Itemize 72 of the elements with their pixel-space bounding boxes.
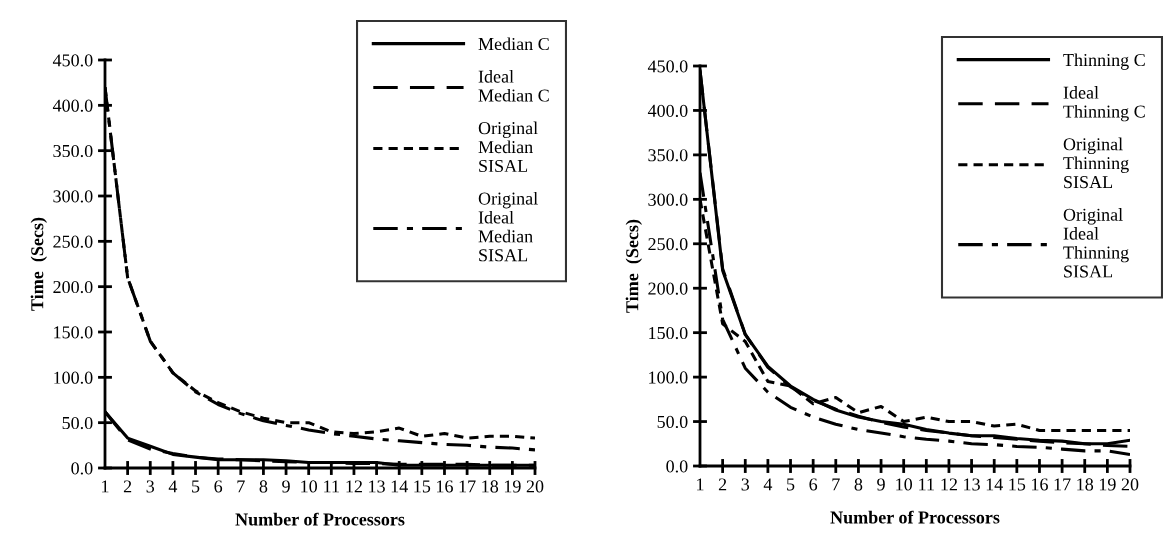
x-tick-label: 8 xyxy=(259,480,268,493)
x-tick-label: 12 xyxy=(941,478,957,491)
x-tick-label: 18 xyxy=(1077,478,1094,491)
x-tick-label: 5 xyxy=(787,478,795,491)
y-tick-label: 150.0 xyxy=(649,326,688,340)
y-tick-label: 0.0 xyxy=(71,462,93,475)
y-tick-label: 150.0 xyxy=(54,326,93,339)
y-tick-label: 400.0 xyxy=(52,99,93,112)
x-tick-label: 16 xyxy=(437,480,453,493)
x-tick-label: 7 xyxy=(237,480,245,493)
x-tick-label: 1 xyxy=(697,478,704,491)
y-tick-label: 50.0 xyxy=(657,415,688,429)
y-tick-label: 450.0 xyxy=(647,60,688,73)
y-tick-label: 100.0 xyxy=(54,371,93,384)
x-tick-label: 14 xyxy=(391,480,408,493)
x-tick-label: 4 xyxy=(168,480,178,493)
x-tick-label: 19 xyxy=(1099,478,1116,491)
legend-label: Original Median SISAL xyxy=(478,121,538,173)
legend-label: Median C xyxy=(478,37,549,51)
y-tick-label: 300.0 xyxy=(648,193,688,206)
x-tick-label: 6 xyxy=(214,480,223,493)
y-tick-label: 350.0 xyxy=(648,149,688,162)
x-tick-label: 15 xyxy=(414,480,431,493)
x-tick-label: 16 xyxy=(1032,478,1048,491)
x-tick-label: 6 xyxy=(809,478,818,491)
legend-label: Thinning C xyxy=(1063,53,1145,70)
x-tick-label: 14 xyxy=(986,478,1003,491)
x-tick-label: 2 xyxy=(123,480,132,493)
y-tick-label: 400.0 xyxy=(647,104,688,117)
y-tick-label: 100.0 xyxy=(649,371,688,384)
legend-label: Ideal Median C xyxy=(478,70,549,102)
x-tick-label: 7 xyxy=(832,478,840,491)
x-tick-label: 3 xyxy=(146,480,155,493)
y-tick-label: 250.0 xyxy=(53,235,93,248)
x-tick-label: 20 xyxy=(1121,478,1139,491)
y-tick-label: 350.0 xyxy=(53,144,93,158)
x-tick-label: 12 xyxy=(346,480,362,493)
legend-label: Original Thinning SISAL xyxy=(1063,137,1129,189)
x-tick-label: 10 xyxy=(301,480,318,493)
y-tick-label: 300.0 xyxy=(53,190,93,203)
x-axis-title: Number of Processors xyxy=(235,512,405,526)
y-tick-label: 250.0 xyxy=(648,238,688,251)
y-axis-title: Time (Secs) xyxy=(30,217,48,311)
y-tick-label: 200.0 xyxy=(648,282,688,295)
x-tick-label: 1 xyxy=(102,480,109,493)
legend-label: Ideal Thinning C xyxy=(1063,86,1145,122)
x-tick-label: 3 xyxy=(741,478,750,491)
x-tick-label: 8 xyxy=(854,478,863,491)
y-tick-label: 200.0 xyxy=(53,280,93,294)
x-tick-label: 9 xyxy=(877,478,885,491)
x-tick-label: 10 xyxy=(896,478,913,491)
x-tick-label: 4 xyxy=(763,478,773,491)
x-axis-title: Number of Processors xyxy=(830,510,1000,524)
x-tick-label: 11 xyxy=(919,478,934,491)
x-tick-label: 17 xyxy=(1054,478,1071,491)
x-tick-label: 9 xyxy=(282,480,290,493)
y-tick-label: 450.0 xyxy=(52,54,93,67)
x-tick-label: 20 xyxy=(526,480,544,493)
x-tick-label: 13 xyxy=(369,480,385,493)
y-tick-label: 50.0 xyxy=(62,416,93,430)
y-tick-label: 0.0 xyxy=(666,460,688,473)
x-tick-label: 15 xyxy=(1009,478,1026,491)
legend-label: Original Ideal Median SISAL xyxy=(478,191,538,262)
x-tick-label: 18 xyxy=(482,480,499,493)
x-tick-label: 13 xyxy=(964,478,980,491)
legend-label: Original Ideal Thinning SISAL xyxy=(1063,208,1129,278)
x-tick-label: 11 xyxy=(324,480,339,493)
x-tick-label: 2 xyxy=(718,478,727,491)
x-tick-label: 19 xyxy=(504,480,521,493)
x-tick-label: 17 xyxy=(459,480,476,493)
x-tick-label: 5 xyxy=(192,480,200,493)
y-axis-title: Time (Secs) xyxy=(625,219,643,313)
